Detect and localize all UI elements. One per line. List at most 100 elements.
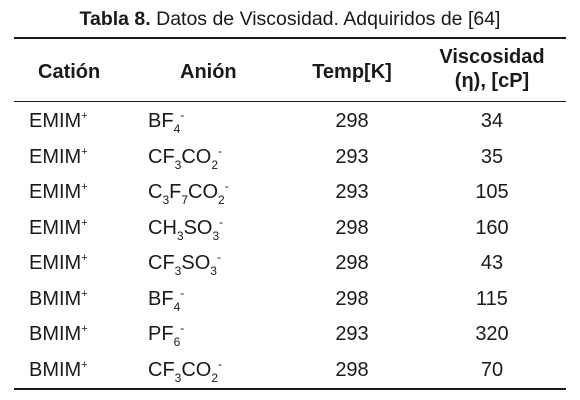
cell-cation: BMIM+ [29, 359, 88, 381]
anion-text: CH [148, 216, 177, 239]
cation-name: BMIM [29, 287, 82, 310]
cell-viscosity: 70 [480, 358, 504, 381]
cell-viscosity: 34 [480, 110, 504, 132]
header-temp: Temp[K] [312, 61, 392, 83]
anion-text: PF [148, 323, 174, 345]
cation-charge: + [81, 145, 88, 158]
table-row: EMIM+ CF3CO2- 293 35 [0, 140, 580, 174]
header-viscosity-line2: (η), [cP] [454, 70, 530, 92]
cell-cation: EMIM+ [29, 217, 88, 239]
anion-text: CF [148, 145, 175, 168]
cation-name: BMIM [29, 323, 82, 345]
cation-name: EMIM [29, 145, 82, 168]
cell-viscosity: 115 [476, 287, 508, 310]
cation-charge: + [81, 287, 88, 300]
table-bottom-rule [14, 388, 566, 390]
cation-charge: + [81, 358, 88, 371]
cell-anion: BF4- [148, 285, 185, 313]
anion-subscript: 2 [211, 370, 219, 385]
anion-subscript: 2 [211, 157, 219, 172]
header-anion: Anión [180, 61, 237, 83]
cell-anion: C3F7CO2- [148, 179, 229, 206]
anion-charge: - [180, 321, 185, 335]
cell-anion: CF3CO2- [148, 356, 223, 384]
anion-subscript: 4 [173, 299, 181, 314]
cell-anion: CH3SO3- [148, 214, 224, 242]
cation-charge: + [81, 252, 88, 264]
table-row: EMIM+ BF4- 298 34 [0, 104, 580, 138]
anion-subscript: 3 [210, 264, 217, 278]
anion-subscript: 2 [218, 193, 225, 207]
table-row: BMIM+ BF4- 298 115 [0, 282, 580, 316]
cell-temp: 298 [335, 287, 369, 310]
cation-charge: + [81, 323, 88, 335]
cell-temp: 298 [335, 216, 369, 239]
cell-cation: EMIM+ [29, 252, 88, 274]
anion-text: CF [148, 358, 175, 381]
header-cation: Catión [38, 61, 101, 83]
cell-cation: EMIM+ [29, 181, 88, 203]
cell-temp: 298 [335, 110, 369, 132]
header-viscosity-line1: Viscosidad [439, 46, 545, 68]
cation-name: EMIM [29, 216, 82, 239]
anion-text: BF [148, 110, 174, 132]
anion-text: SO [181, 252, 211, 274]
anion-text: CF [148, 252, 175, 274]
cation-name: EMIM [29, 110, 82, 132]
anion-charge: - [219, 214, 224, 229]
cell-viscosity: 43 [480, 252, 504, 274]
anion-text: C [148, 181, 163, 203]
cell-cation: EMIM+ [29, 110, 88, 132]
table-caption-label: Tabla 8. [79, 8, 151, 30]
anion-subscript: 7 [181, 193, 189, 207]
anion-subscript: 4 [173, 122, 181, 136]
cation-name: BMIM [29, 358, 82, 381]
table-row: EMIM+ C3F7CO2- 293 105 [0, 175, 580, 209]
cell-cation: BMIM+ [29, 288, 88, 310]
cation-name: EMIM [29, 181, 82, 203]
anion-text: CO [181, 358, 212, 381]
cation-name: EMIM [29, 252, 82, 274]
anion-subscript: 6 [173, 335, 181, 349]
table-top-rule [14, 37, 566, 39]
cell-anion: CF3CO2- [148, 143, 223, 171]
cell-temp: 298 [335, 252, 369, 274]
table-caption: Tabla 8. Datos de Viscosidad. Adquiridos… [0, 7, 580, 31]
anion-subscript: 3 [174, 157, 182, 172]
table-row: EMIM+ CF3SO3- 298 43 [0, 246, 580, 280]
anion-text: CO [181, 145, 212, 168]
anion-text: SO [183, 216, 213, 239]
cell-temp: 293 [335, 145, 369, 168]
cell-viscosity: 105 [475, 181, 509, 203]
anion-subscript: 3 [212, 228, 220, 243]
cell-viscosity: 160 [475, 216, 509, 239]
cell-temp: 293 [335, 323, 369, 345]
cell-anion: PF6- [148, 321, 185, 348]
table-row: BMIM+ PF6- 293 320 [0, 317, 580, 351]
anion-text: CO [188, 181, 219, 203]
cell-cation: EMIM+ [29, 146, 88, 168]
cell-anion: CF3SO3- [148, 250, 221, 277]
anion-subscript: 3 [162, 193, 170, 207]
anion-charge: - [218, 356, 223, 371]
table-row: EMIM+ CH3SO3- 298 160 [0, 211, 580, 245]
anion-charge: - [216, 250, 221, 264]
anion-text: F [169, 181, 182, 203]
anion-text: BF [148, 287, 174, 310]
cell-viscosity: 35 [480, 145, 504, 168]
anion-subscript: 3 [174, 370, 182, 385]
anion-charge: - [224, 179, 229, 193]
cation-charge: + [81, 216, 88, 229]
cation-charge: + [81, 181, 88, 193]
cell-cation: BMIM+ [29, 323, 88, 345]
cell-anion: BF4- [148, 108, 185, 135]
anion-charge: - [180, 285, 185, 300]
anion-charge: - [218, 143, 223, 158]
anion-charge: - [180, 108, 185, 122]
cell-viscosity: 320 [475, 323, 509, 345]
table-row: BMIM+ CF3CO2- 298 70 [0, 353, 580, 387]
cell-temp: 298 [335, 358, 369, 381]
cell-temp: 293 [335, 181, 369, 203]
header-viscosity: Viscosidad (η), [cP] [414, 45, 570, 93]
cation-charge: + [81, 110, 88, 122]
